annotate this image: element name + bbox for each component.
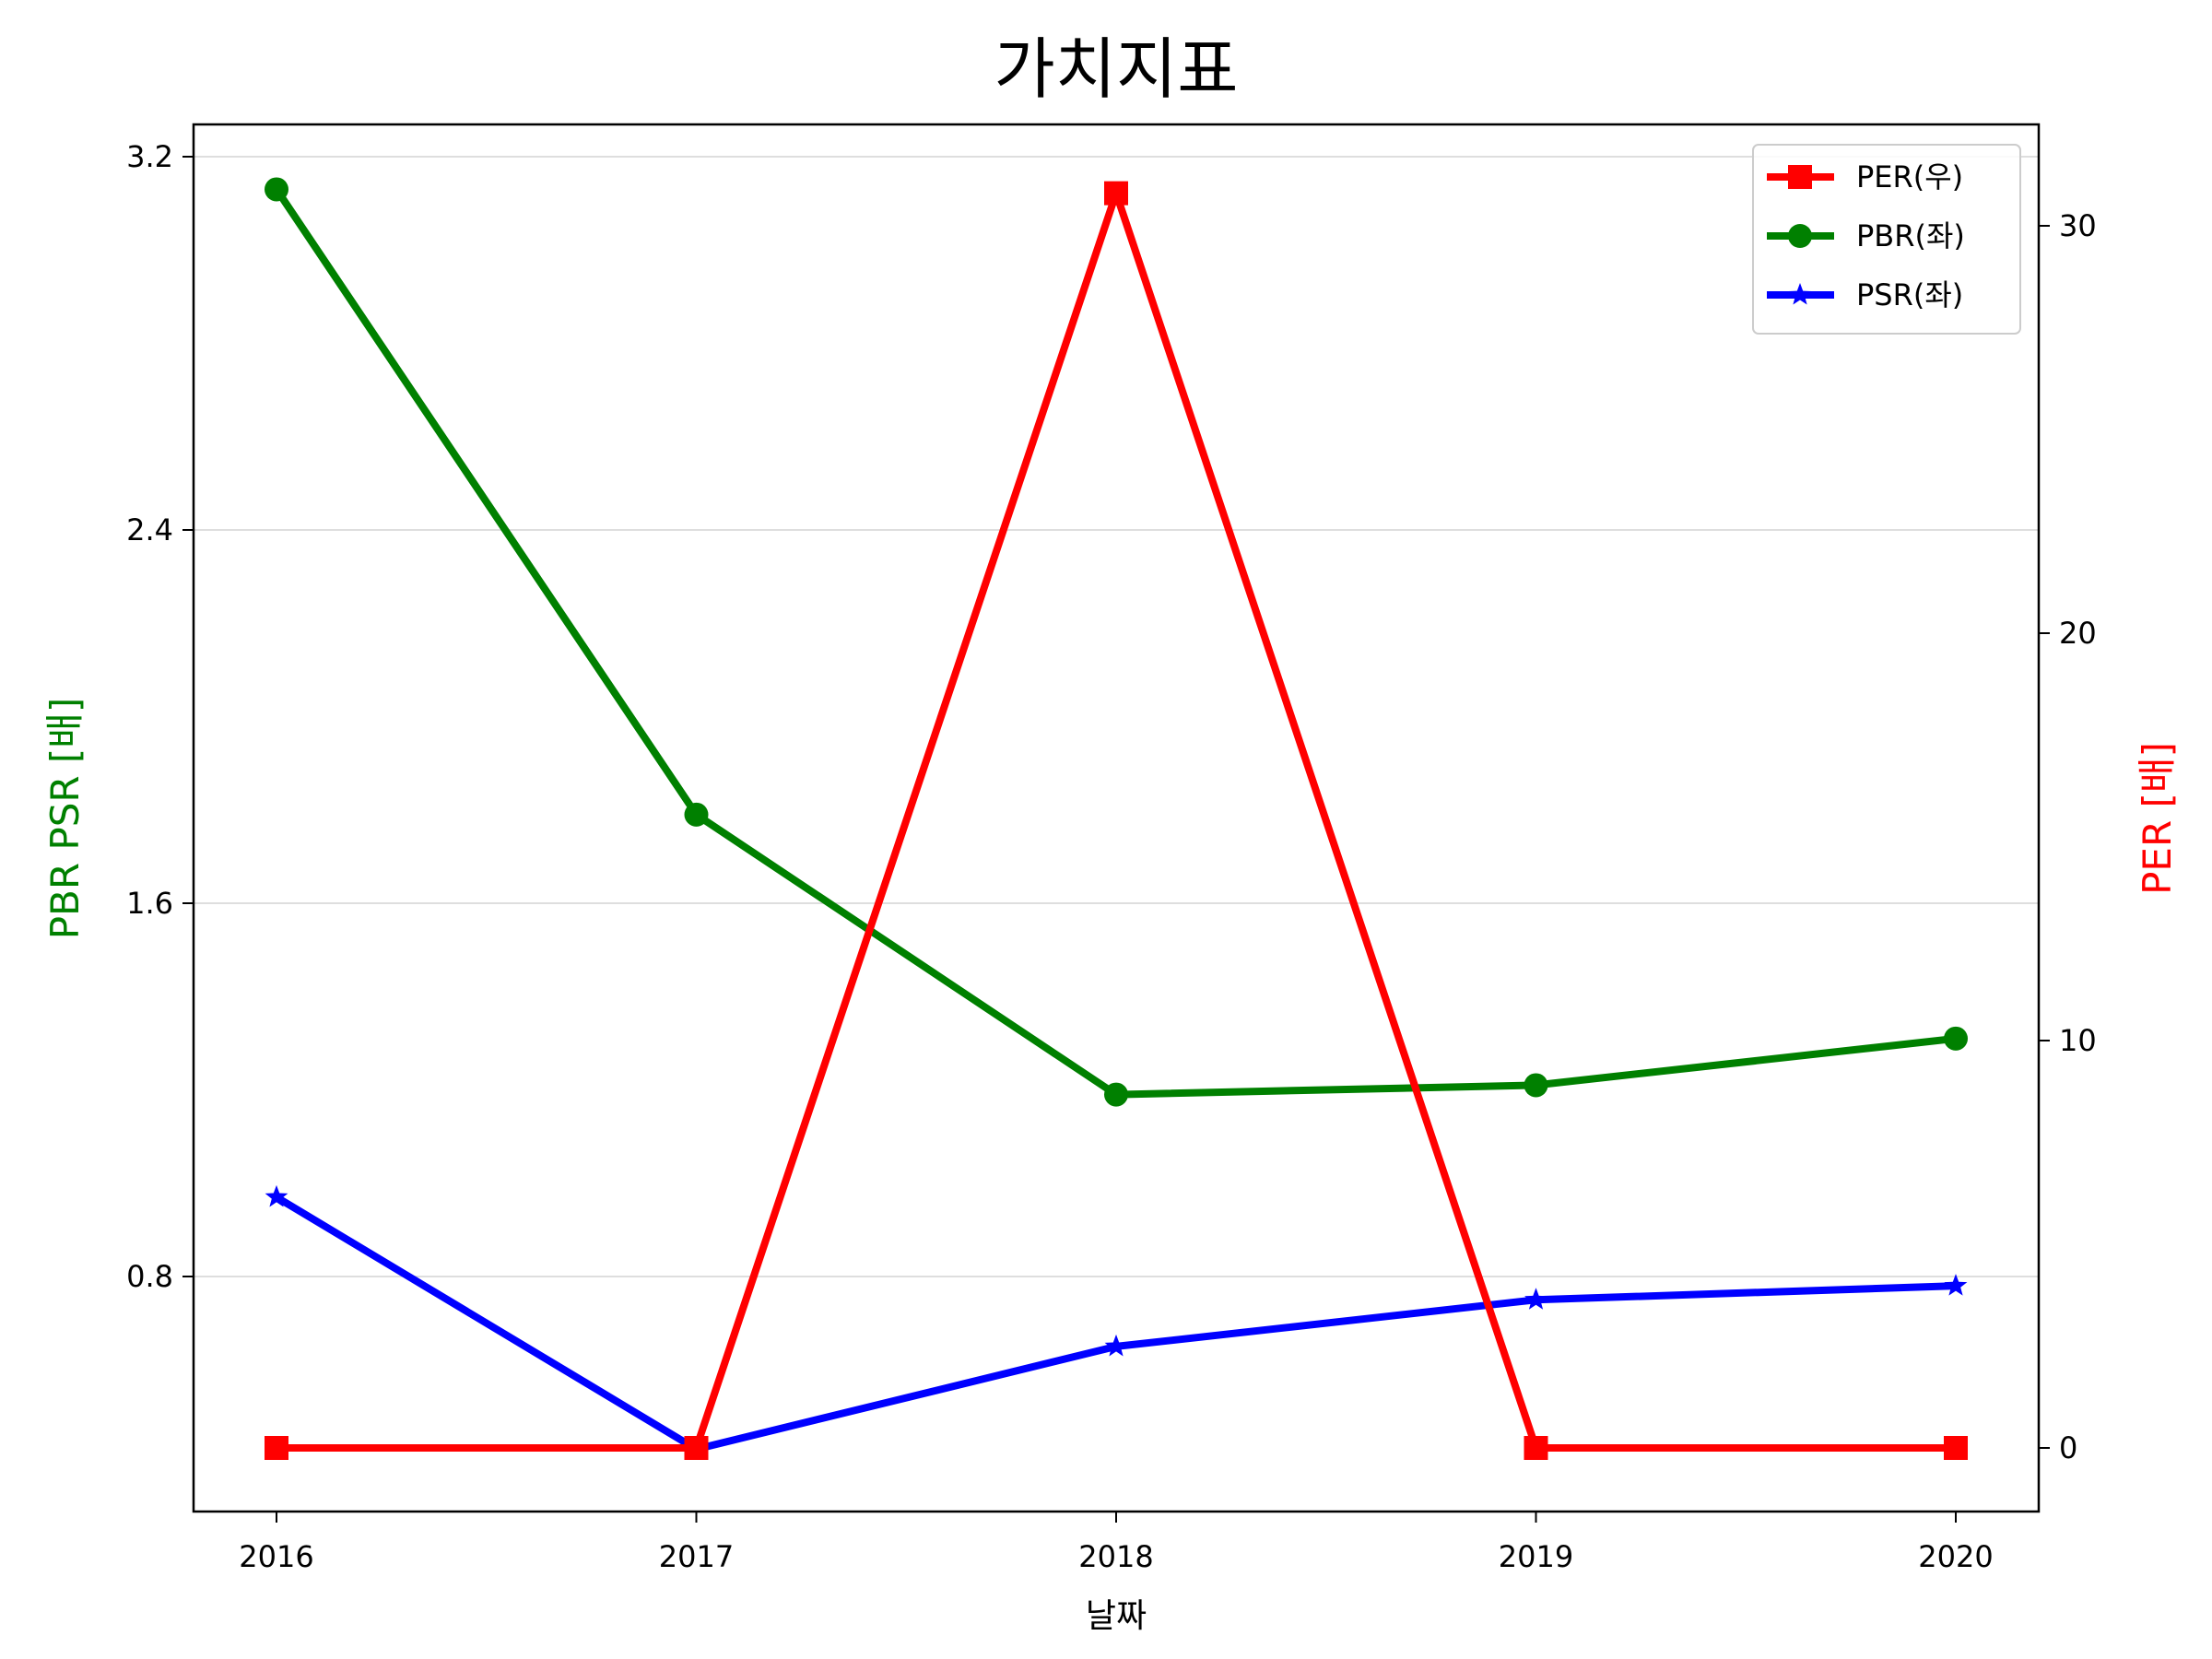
series-line-per (276, 189, 1956, 1452)
right-tick-label: 0 (2059, 1430, 2077, 1465)
x-tick-label: 2020 (1918, 1539, 1993, 1574)
data-point-pbr (1944, 1026, 1968, 1051)
series-line-pbr (273, 187, 1957, 1099)
data-point-per (265, 1436, 288, 1460)
data-point-psr (1524, 1288, 1547, 1310)
x-axis-label: 날짜 (1086, 1597, 1147, 1635)
right-tick-label: 20 (2059, 616, 2097, 651)
data-point-pbr (265, 177, 288, 202)
legend-label-per: PER(우) (1856, 159, 1963, 194)
legend-marker-psr (1788, 283, 1812, 305)
data-point-per (1944, 1436, 1968, 1460)
right-tick-label: 10 (2059, 1023, 2097, 1058)
data-point-pbr (1524, 1073, 1548, 1098)
left-tick-label: 3.2 (126, 139, 173, 174)
left-tick-label: 2.4 (126, 512, 173, 547)
series-line-psr (274, 1194, 1957, 1453)
right-tick-label: 30 (2059, 208, 2097, 243)
x-tick-label: 2016 (239, 1539, 313, 1574)
legend-marker-pbr (1788, 224, 1812, 248)
data-point-pbr (1104, 1082, 1128, 1107)
data-point-per (684, 1436, 709, 1460)
legend-marker-per (1788, 165, 1812, 189)
legend-label-psr: PSR(좌) (1856, 277, 1963, 312)
x-tick-label: 2019 (1499, 1539, 1573, 1574)
right-y-axis-label: PER [배] (2135, 742, 2180, 895)
data-point-psr (265, 1184, 288, 1207)
x-tick-label: 2017 (659, 1539, 734, 1574)
x-tick-label: 2018 (1078, 1539, 1153, 1574)
data-point-psr (1944, 1274, 1968, 1296)
data-point-per (1104, 181, 1128, 206)
legend-box (1752, 144, 2021, 335)
left-tick-label: 1.6 (126, 886, 173, 921)
left-y-axis-label: PBR PSR [배] (42, 698, 88, 940)
data-point-pbr (684, 802, 709, 827)
data-point-psr (1104, 1334, 1128, 1357)
chart-title: 가치지표 (994, 30, 1239, 108)
data-point-per (1524, 1436, 1548, 1460)
legend-label-pbr: PBR(좌) (1856, 218, 1965, 253)
left-tick-label: 0.8 (126, 1259, 173, 1294)
